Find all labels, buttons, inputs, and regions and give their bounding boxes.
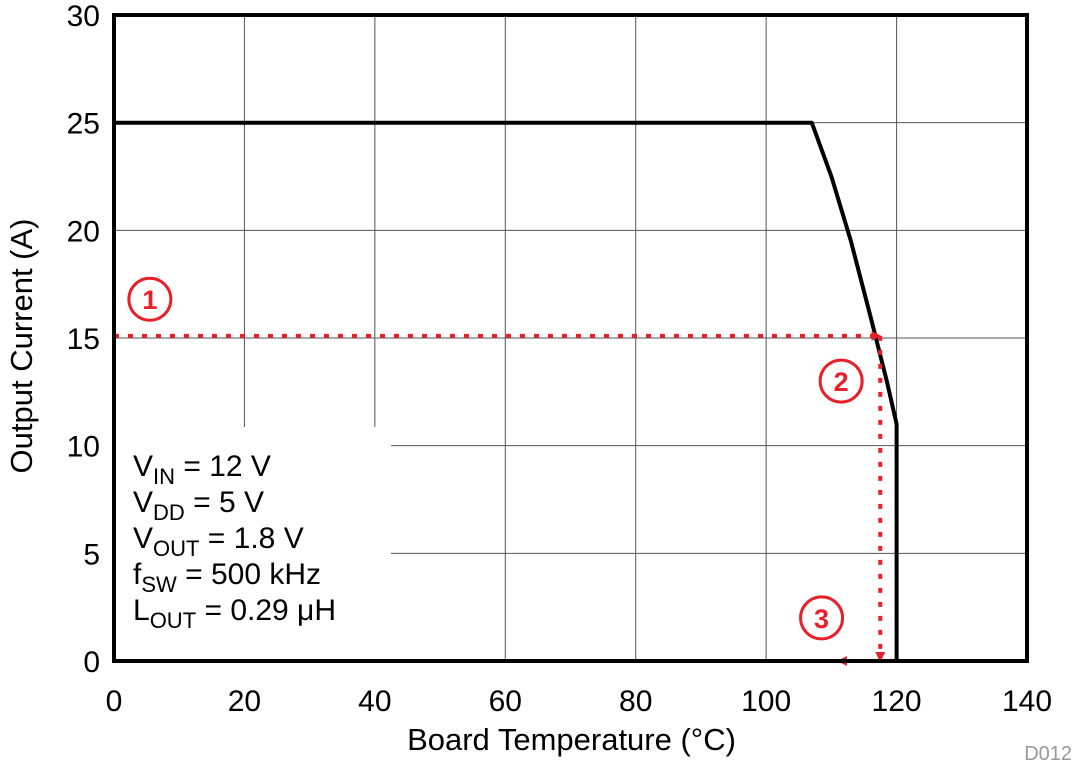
series-line <box>114 120 899 661</box>
series-layer <box>114 120 899 661</box>
y-tick-label: 0 <box>83 646 100 679</box>
condition-line: fSW = 500 kHz <box>133 558 321 597</box>
condition-line: VDD = 5 V <box>133 486 264 525</box>
step-marker-label: 2 <box>834 367 849 397</box>
condition-line: VOUT = 1.8 V <box>133 522 304 561</box>
step-marker-label: 1 <box>142 285 157 315</box>
step-markers: 1 2 3 <box>127 276 864 641</box>
y-tick-label: 15 <box>67 323 100 356</box>
figure-id: D012 <box>1024 743 1072 765</box>
step-marker-circle <box>818 358 864 404</box>
y-axis-label: Output Current (A) <box>4 219 39 474</box>
condition-line: VIN = 12 V <box>133 450 271 489</box>
condition-line: LOUT = 0.29 μH <box>133 594 336 633</box>
x-tick-label: 80 <box>619 685 652 718</box>
step-marker-circle <box>127 276 173 322</box>
conditions-background <box>116 427 391 659</box>
x-tick-label: 120 <box>872 685 922 718</box>
step-marker-circle <box>799 595 845 641</box>
conditions-box <box>116 427 391 659</box>
y-tick-label: 10 <box>67 431 100 464</box>
y-tick-label: 5 <box>83 538 100 571</box>
step-marker-label: 3 <box>814 604 829 634</box>
plot-frame <box>112 13 1029 663</box>
x-tick-label: 20 <box>228 685 261 718</box>
y-tick-label: 25 <box>67 108 100 141</box>
y-tick-labels: 0 5 10 15 20 25 30 <box>67 0 100 679</box>
x-tick-label: 0 <box>106 685 123 718</box>
y-tick-label: 20 <box>67 215 100 248</box>
y-tick-label: 30 <box>67 0 100 33</box>
x-tick-label: 100 <box>741 685 791 718</box>
guide-arrows <box>114 330 886 666</box>
x-tick-label: 60 <box>489 685 522 718</box>
x-tick-label: 140 <box>1002 685 1052 718</box>
x-tick-labels: 0 20 40 60 80 100 120 140 <box>106 685 1052 718</box>
x-tick-label: 40 <box>358 685 391 718</box>
x-axis-label: Board Temperature (°C) <box>407 722 736 757</box>
